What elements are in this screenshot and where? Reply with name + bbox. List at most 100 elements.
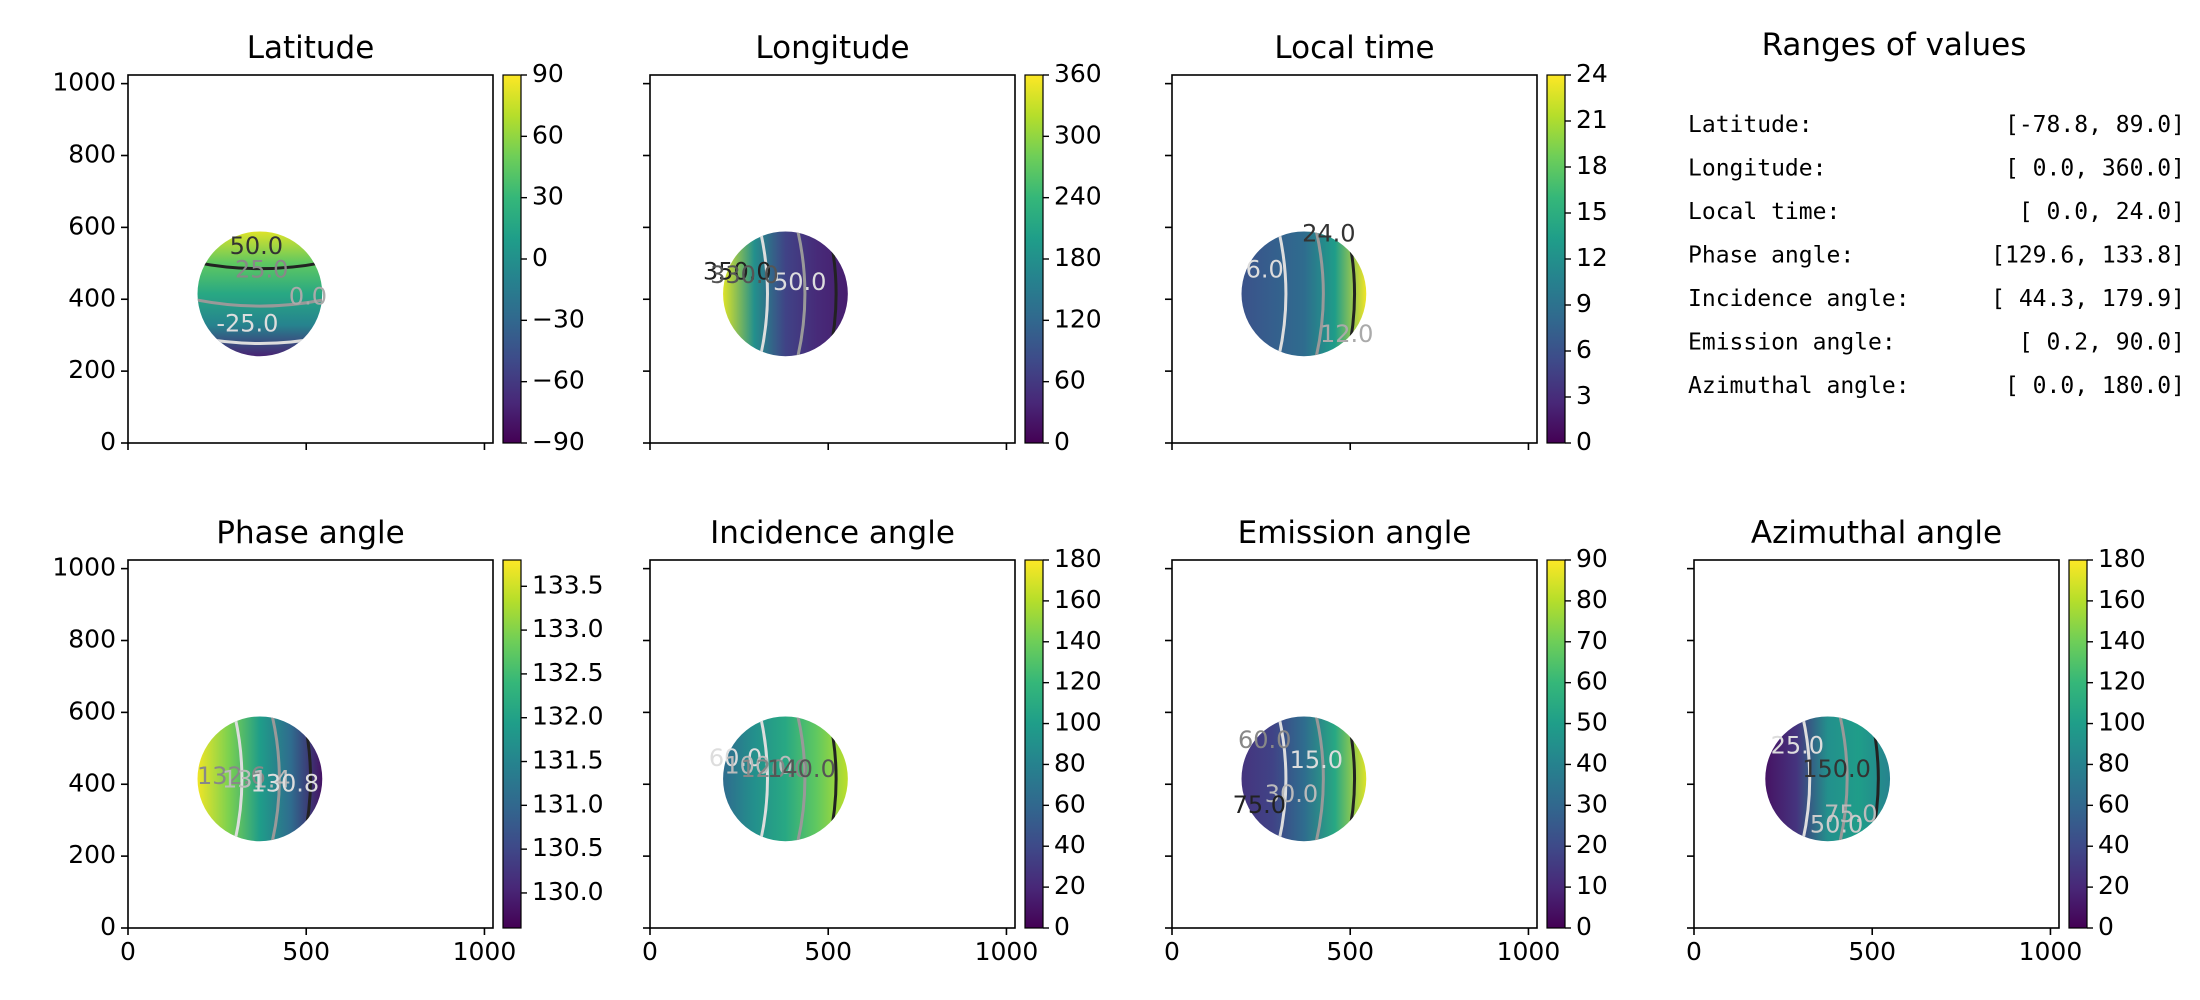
colorbar-tick-label: 80 <box>2098 748 2130 777</box>
colorbar-tick-label: 40 <box>1576 748 1608 777</box>
x-tick-label: 1000 <box>2019 937 2083 966</box>
panel-title: Incidence angle <box>710 515 955 551</box>
planet-disk <box>723 231 848 357</box>
colorbar-tick-label: 20 <box>1054 871 1086 900</box>
planet-disk <box>1241 716 1367 842</box>
colorbar-tick-label: 180 <box>2098 544 2146 573</box>
panel-title: Longitude <box>755 30 909 66</box>
range-value: [-78.8, 89.0] <box>2005 112 2185 138</box>
contour-label: 12.0 <box>1320 320 1373 348</box>
colorbar-tick-label: 120 <box>1054 667 1102 696</box>
y-tick-label: 400 <box>68 768 116 797</box>
colorbar <box>2068 559 2088 929</box>
colorbar-tick-label: 60 <box>1054 789 1086 818</box>
panel-title: Local time <box>1274 30 1434 66</box>
contour-label: 25.0 <box>1771 732 1824 760</box>
contour-line <box>796 231 807 357</box>
contour-label: 75.0 <box>1824 800 1877 828</box>
colorbar-tick-label: 80 <box>1054 748 1086 777</box>
axes-frame <box>127 74 494 444</box>
range-label: Local time: <box>1688 199 1840 225</box>
panel-3: Ranges of values Latitude: [-78.8, 89.0] Lo… <box>1688 27 2185 399</box>
panel-title: Azimuthal angle <box>1751 515 2002 551</box>
colorbar-tick-label: 10 <box>1576 871 1608 900</box>
colorbar-tick-label: 132.0 <box>532 702 604 731</box>
contour-line <box>233 716 244 842</box>
planet-disk <box>197 231 323 357</box>
colorbar-tick-label: 12 <box>1576 243 1608 272</box>
range-value: [ 0.0, 360.0] <box>2005 156 2185 182</box>
colorbar-tick-label: 160 <box>2098 585 2146 614</box>
colorbar-tick-label: 0 <box>2098 912 2114 941</box>
colorbar-tick-label: 133.5 <box>532 570 604 599</box>
colorbar-tick-label: 0 <box>1576 427 1592 456</box>
contour-label: 25.0 <box>235 256 288 284</box>
axes-frame <box>649 559 1016 929</box>
contour-label: 330.0 <box>710 261 779 289</box>
range-value: [ 44.3, 179.9] <box>1991 286 2185 312</box>
range-value: [ 0.0, 180.0] <box>2005 373 2185 399</box>
colorbar-tick-label: 60 <box>1576 667 1608 696</box>
panel-0: Latitude50.025.00.0-25.00200400600800100… <box>52 30 584 456</box>
colorbar-tick-label: 160 <box>1054 585 1102 614</box>
panel-title: Latitude <box>247 30 375 66</box>
colorbar-tick-label: 130.5 <box>532 833 604 862</box>
contour-label: 120.0 <box>740 755 809 783</box>
x-tick-label: 500 <box>1848 937 1896 966</box>
contour-label: 60.0 <box>709 744 762 772</box>
planet-disk <box>197 716 323 842</box>
contour-line <box>796 716 807 842</box>
range-label: Incidence angle: <box>1688 286 1910 312</box>
contour-label: 50.0 <box>1810 811 1863 839</box>
contour-label: 60.0 <box>1238 726 1291 754</box>
colorbar-tick-label: 30 <box>532 182 564 211</box>
colorbar-tick-label: 132.5 <box>532 658 604 687</box>
colorbar <box>1024 559 1044 929</box>
y-tick-label: 600 <box>68 696 116 725</box>
axes-frame <box>127 559 494 929</box>
contour-line <box>759 716 769 842</box>
axes-frame <box>1171 74 1538 444</box>
y-tick-label: 400 <box>68 283 116 312</box>
panel-2: Local time 6.0 24.0 12.0 24 21 18 15 12 9 6 3 0 <box>1165 30 1608 456</box>
contour-line <box>1277 231 1288 357</box>
contour-line <box>1314 716 1325 842</box>
x-tick-label: 500 <box>282 937 330 966</box>
colorbar-tick-label: 100 <box>1054 708 1102 737</box>
colorbar-tick-label: 80 <box>1576 585 1608 614</box>
contour-line <box>1314 231 1325 357</box>
colorbar-tick-label: 60 <box>1054 366 1086 395</box>
contour-line <box>1801 716 1812 842</box>
x-tick-label: 0 <box>1164 937 1180 966</box>
contour-label: 30.0 <box>1265 780 1318 808</box>
contour-label: 50.0 <box>230 232 283 260</box>
colorbar <box>502 74 522 444</box>
colorbar-tick-label: 24 <box>1576 59 1608 88</box>
colorbar-tick-label: −30 <box>532 304 585 333</box>
colorbar-tick-label: 9 <box>1576 289 1592 318</box>
colorbar-tick-label: 180 <box>1054 544 1102 573</box>
colorbar-tick-label: 21 <box>1576 105 1608 134</box>
axes-frame <box>649 74 1016 444</box>
range-label: Latitude: <box>1688 112 1813 138</box>
contour-label: 130.8 <box>250 769 319 797</box>
range-label: Longitude: <box>1688 156 1826 182</box>
contour-label: 24.0 <box>1302 220 1355 248</box>
x-tick-label: 1000 <box>975 937 1039 966</box>
colorbar-tick-label: 131.0 <box>532 789 604 818</box>
colorbar <box>1546 559 1566 929</box>
colorbar-tick-label: 60 <box>532 120 564 149</box>
colorbar-tick-label: 131.5 <box>532 746 604 775</box>
y-tick-label: 200 <box>68 840 116 869</box>
panel-title: Phase angle <box>216 515 404 551</box>
contour-line <box>197 298 323 308</box>
axes-frame <box>1171 559 1538 929</box>
contour-label: 50.0 <box>773 268 826 296</box>
colorbar-tick-label: 140 <box>2098 626 2146 655</box>
range-label: Emission angle: <box>1688 330 1896 356</box>
